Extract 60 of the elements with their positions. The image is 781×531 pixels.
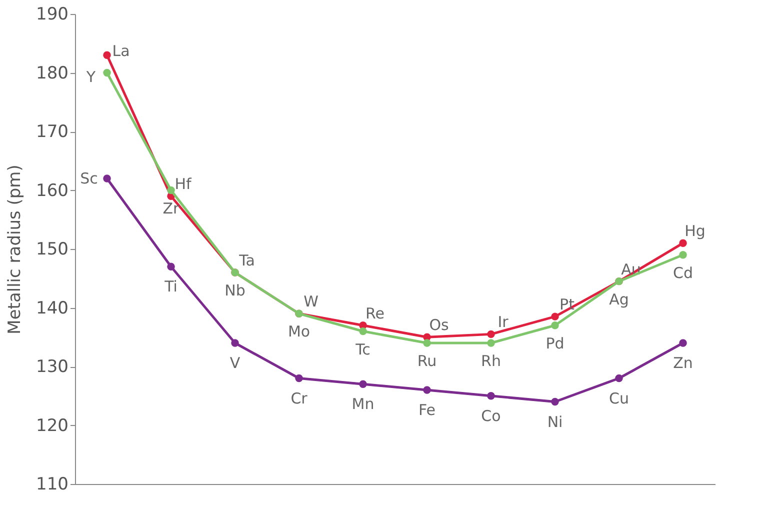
data-label: Tc bbox=[354, 340, 370, 358]
data-label: Sc bbox=[80, 170, 98, 188]
data-label: Ni bbox=[547, 412, 563, 431]
y-tick-label: 130 bbox=[36, 357, 68, 377]
point bbox=[359, 380, 367, 388]
data-label: Ti bbox=[164, 278, 178, 296]
point bbox=[423, 339, 431, 347]
data-label: Zn bbox=[673, 354, 693, 372]
point bbox=[679, 239, 687, 247]
point bbox=[423, 386, 431, 394]
point bbox=[551, 312, 559, 320]
point bbox=[487, 392, 495, 400]
point bbox=[231, 339, 239, 347]
data-label: Nb bbox=[224, 282, 246, 300]
data-label: Re bbox=[366, 304, 384, 322]
data-label: Mo bbox=[288, 322, 310, 341]
point bbox=[103, 68, 111, 77]
data-label: Ta bbox=[238, 252, 255, 270]
y-tick-label: 140 bbox=[36, 298, 68, 318]
point bbox=[103, 51, 111, 59]
data-label: V bbox=[230, 354, 241, 372]
data-label: Cu bbox=[609, 389, 629, 408]
data-label: Hg bbox=[684, 222, 706, 240]
data-label: Rh bbox=[481, 352, 501, 370]
data-label: Ru bbox=[417, 352, 437, 370]
point bbox=[679, 339, 687, 347]
data-label: Fe bbox=[418, 401, 436, 419]
point bbox=[551, 322, 559, 330]
data-label: Zr bbox=[162, 199, 180, 218]
data-label: Pt bbox=[560, 296, 575, 314]
point bbox=[295, 374, 303, 382]
y-tick-label: 170 bbox=[36, 122, 68, 142]
data-label: Os bbox=[429, 316, 449, 334]
point bbox=[167, 186, 175, 194]
y-tick-label: 190 bbox=[36, 4, 68, 24]
data-label: Ag bbox=[609, 290, 629, 308]
point bbox=[167, 262, 175, 270]
data-label: Mn bbox=[352, 395, 374, 414]
point bbox=[103, 174, 111, 182]
data-label: La bbox=[112, 42, 130, 60]
y-tick-label: 150 bbox=[36, 240, 68, 260]
data-label: Hf bbox=[174, 175, 192, 194]
data-label: W bbox=[304, 292, 319, 311]
data-label: Pd bbox=[546, 334, 564, 352]
point bbox=[615, 374, 623, 382]
y-axis-title: Metallic radius (pm) bbox=[5, 164, 26, 334]
data-label: Ir bbox=[498, 313, 510, 332]
y-tick-label: 160 bbox=[36, 180, 68, 201]
point bbox=[551, 398, 559, 406]
y-tick-label: 120 bbox=[36, 416, 68, 436]
y-tick-label: 110 bbox=[36, 474, 68, 494]
point bbox=[359, 327, 367, 336]
point bbox=[487, 330, 495, 338]
point bbox=[679, 251, 687, 259]
data-label: Cd bbox=[673, 264, 693, 282]
data-label: Cr bbox=[290, 389, 308, 408]
y-tick-label: 180 bbox=[36, 63, 68, 84]
data-label: Co bbox=[481, 406, 501, 425]
point bbox=[487, 339, 495, 347]
data-label: Y bbox=[85, 68, 96, 86]
